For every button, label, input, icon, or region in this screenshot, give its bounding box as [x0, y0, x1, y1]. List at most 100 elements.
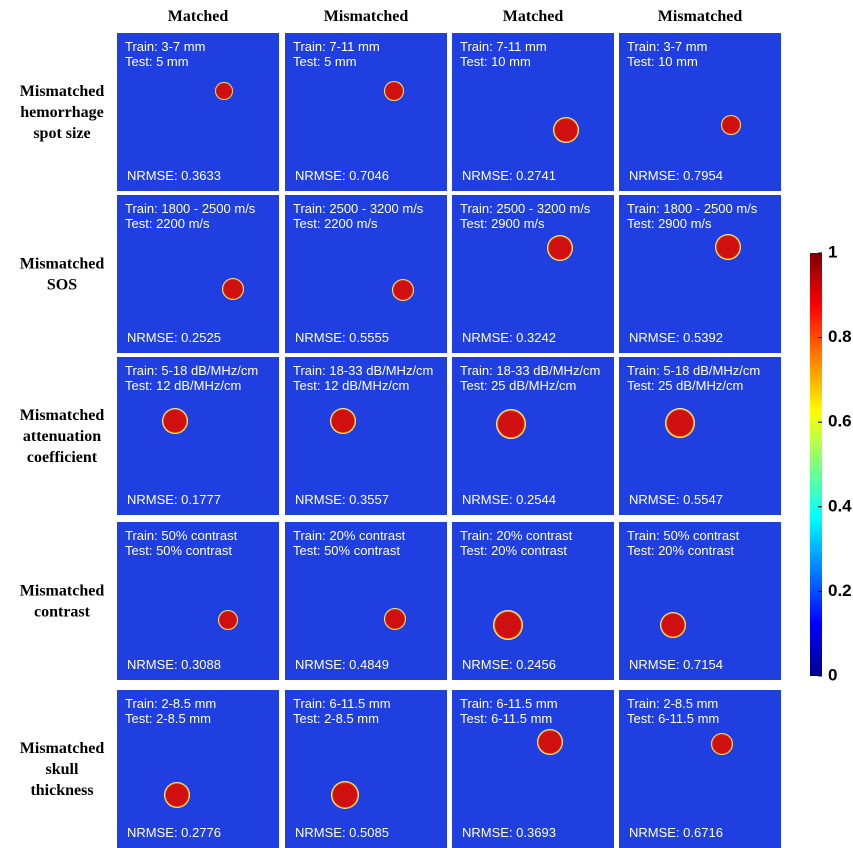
test-label: Test: 2900 m/s	[627, 216, 712, 231]
row-label: hemorrhage	[20, 104, 104, 121]
nrmse-label: NRMSE: 0.5392	[629, 330, 723, 345]
nrmse-label: NRMSE: 0.2544	[462, 492, 556, 507]
hemorrhage-spot	[162, 408, 188, 434]
test-label: Test: 25 dB/MHz/cm	[627, 378, 743, 393]
hemorrhage-spot	[392, 279, 414, 301]
test-label: Test: 20% contrast	[627, 543, 734, 558]
hemorrhage-spot	[331, 781, 359, 809]
colorbar-tick-label: 0.2	[828, 581, 852, 600]
row-label: Mismatched	[20, 256, 105, 273]
hemorrhage-spot	[384, 608, 406, 630]
test-label: Test: 50% contrast	[125, 543, 232, 558]
row-label: Mismatched	[20, 83, 105, 100]
nrmse-label: NRMSE: 0.7954	[629, 168, 723, 183]
hemorrhage-spot	[711, 733, 733, 755]
test-label: Test: 6-11.5 mm	[627, 711, 719, 726]
train-label: Train: 18-33 dB/MHz/cm	[293, 363, 433, 378]
nrmse-label: NRMSE: 0.6716	[629, 825, 723, 840]
hemorrhage-spot	[496, 409, 526, 439]
nrmse-label: NRMSE: 0.3557	[295, 492, 389, 507]
hemorrhage-spot	[222, 278, 244, 300]
train-label: Train: 1800 - 2500 m/s	[627, 201, 758, 216]
hemorrhage-spot	[660, 612, 686, 638]
nrmse-label: NRMSE: 0.5547	[629, 492, 723, 507]
train-label: Train: 2500 - 3200 m/s	[293, 201, 424, 216]
row-label: skull	[46, 761, 79, 778]
test-label: Test: 20% contrast	[460, 543, 567, 558]
test-label: Test: 5 mm	[293, 54, 357, 69]
hemorrhage-spot	[721, 115, 741, 135]
test-label: Test: 10 mm	[627, 54, 698, 69]
test-label: Test: 5 mm	[125, 54, 189, 69]
row-label: contrast	[34, 604, 91, 621]
nrmse-label: NRMSE: 0.2525	[127, 330, 221, 345]
hemorrhage-spot	[384, 81, 404, 101]
column-header: Mismatched	[658, 8, 743, 25]
colorbar-tick-label: 0.4	[828, 496, 852, 515]
train-label: Train: 7-11 mm	[293, 39, 380, 54]
test-label: Test: 2-8.5 mm	[293, 711, 379, 726]
train-label: Train: 2500 - 3200 m/s	[460, 201, 591, 216]
row-label: Mismatched	[20, 740, 105, 757]
nrmse-label: NRMSE: 0.2776	[127, 825, 221, 840]
nrmse-label: NRMSE: 0.3633	[127, 168, 221, 183]
hemorrhage-spot	[164, 782, 190, 808]
train-label: Train: 1800 - 2500 m/s	[125, 201, 256, 216]
nrmse-label: NRMSE: 0.2741	[462, 168, 556, 183]
row-label: thickness	[30, 782, 93, 799]
hemorrhage-spot	[493, 610, 523, 640]
train-label: Train: 18-33 dB/MHz/cm	[460, 363, 600, 378]
test-label: Test: 2-8.5 mm	[125, 711, 211, 726]
row-label: spot size	[33, 125, 90, 142]
colorbar-tick-label: 0	[828, 665, 837, 684]
hemorrhage-spot	[547, 235, 573, 261]
column-header: Matched	[503, 8, 564, 25]
nrmse-label: NRMSE: 0.7154	[629, 657, 723, 672]
train-label: Train: 6-11.5 mm	[460, 696, 558, 711]
nrmse-label: NRMSE: 0.7046	[295, 168, 389, 183]
nrmse-label: NRMSE: 0.3693	[462, 825, 556, 840]
train-label: Train: 5-18 dB/MHz/cm	[627, 363, 760, 378]
train-label: Train: 50% contrast	[125, 528, 238, 543]
hemorrhage-spot	[665, 408, 695, 438]
test-label: Test: 2900 m/s	[460, 216, 545, 231]
nrmse-label: NRMSE: 0.5555	[295, 330, 389, 345]
nrmse-label: NRMSE: 0.5085	[295, 825, 389, 840]
test-label: Test: 12 dB/MHz/cm	[293, 378, 409, 393]
figure: Matched Mismatched Matched Mismatched Mismat…	[0, 0, 853, 848]
test-label: Test: 6-11.5 mm	[460, 711, 552, 726]
hemorrhage-spot	[537, 729, 563, 755]
train-label: Train: 2-8.5 mm	[627, 696, 718, 711]
hemorrhage-spot	[330, 408, 356, 434]
colorbar-tick-label: 0.8	[828, 327, 852, 346]
test-label: Test: 50% contrast	[293, 543, 400, 558]
train-label: Train: 5-18 dB/MHz/cm	[125, 363, 258, 378]
nrmse-label: NRMSE: 0.3242	[462, 330, 556, 345]
test-label: Test: 10 mm	[460, 54, 531, 69]
hemorrhage-spot	[715, 234, 741, 260]
nrmse-label: NRMSE: 0.1777	[127, 492, 221, 507]
train-label: Train: 3-7 mm	[627, 39, 707, 54]
column-header: Matched	[168, 8, 229, 25]
train-label: Train: 3-7 mm	[125, 39, 205, 54]
test-label: Test: 2200 m/s	[125, 216, 210, 231]
train-label: Train: 2-8.5 mm	[125, 696, 216, 711]
column-header: Mismatched	[324, 8, 409, 25]
row-label: attenuation	[23, 428, 101, 445]
row-label: coefficient	[27, 449, 98, 466]
colorbar-tick-label: 1	[828, 242, 837, 261]
nrmse-label: NRMSE: 0.3088	[127, 657, 221, 672]
hemorrhage-spot	[215, 82, 233, 100]
train-label: Train: 6-11.5 mm	[293, 696, 391, 711]
train-label: Train: 20% contrast	[293, 528, 406, 543]
row-label: Mismatched	[20, 407, 105, 424]
train-label: Train: 7-11 mm	[460, 39, 547, 54]
hemorrhage-spot	[553, 117, 579, 143]
test-label: Test: 25 dB/MHz/cm	[460, 378, 576, 393]
train-label: Train: 20% contrast	[460, 528, 573, 543]
test-label: Test: 2200 m/s	[293, 216, 378, 231]
nrmse-label: NRMSE: 0.4849	[295, 657, 389, 672]
row-label: SOS	[47, 277, 77, 294]
row-label: Mismatched	[20, 583, 105, 600]
train-label: Train: 50% contrast	[627, 528, 740, 543]
